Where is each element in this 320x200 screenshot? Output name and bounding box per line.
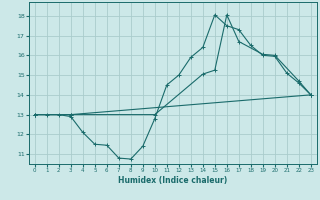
X-axis label: Humidex (Indice chaleur): Humidex (Indice chaleur) xyxy=(118,176,228,185)
